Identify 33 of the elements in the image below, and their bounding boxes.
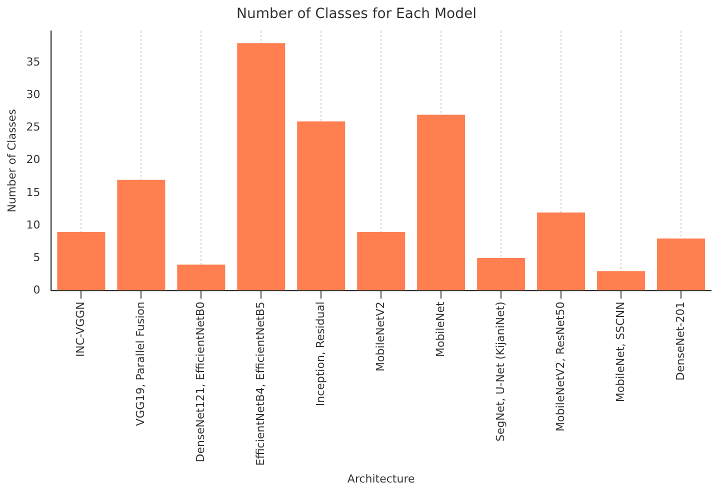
bar — [477, 258, 526, 291]
x-tick-label: DenseNet121, EfficientNetB0 — [194, 302, 208, 462]
x-tick-label: INC-VGGN — [74, 302, 88, 357]
x-tick-label: SegNet, U-Net (KijaniNet) — [494, 302, 507, 442]
y-tick-label: 5 — [33, 250, 40, 264]
y-tick-label: 20 — [26, 153, 40, 166]
x-tick-label: MobileNet — [434, 300, 447, 358]
bar — [657, 238, 705, 291]
bar — [237, 43, 286, 291]
bar — [417, 114, 466, 291]
x-tick-label: EfficientNetB4, EfficientNetB5 — [254, 302, 267, 466]
y-tick-label: 10 — [26, 218, 40, 232]
chart-title: Number of Classes for Each Model — [236, 6, 477, 22]
x-tick-label: MobileNet, SSCNN — [614, 302, 627, 402]
x-tick-label: DenseNet-201 — [674, 302, 687, 381]
y-axis-title: Number of Classes — [5, 108, 18, 212]
y-tick-label: 30 — [26, 88, 40, 102]
bar — [177, 264, 226, 291]
x-axis-title: Architecture — [347, 472, 415, 486]
bar — [537, 212, 586, 291]
x-tick-label: VGG19, Parallel Fusion — [134, 302, 148, 426]
bar — [117, 180, 166, 291]
x-tick-label: Inception, Residual — [314, 302, 327, 406]
bar — [57, 232, 106, 291]
bar — [597, 271, 646, 291]
x-tick-label: MobileNetV2, ResNet50 — [554, 302, 567, 432]
y-tick-label: 15 — [26, 186, 40, 199]
bar — [357, 232, 406, 291]
y-tick-label: 35 — [26, 56, 40, 69]
y-tick-label: 25 — [26, 120, 40, 134]
bar — [297, 121, 346, 291]
x-tick-label: MobileNetV2 — [374, 302, 387, 372]
y-tick-label: 0 — [33, 283, 40, 296]
